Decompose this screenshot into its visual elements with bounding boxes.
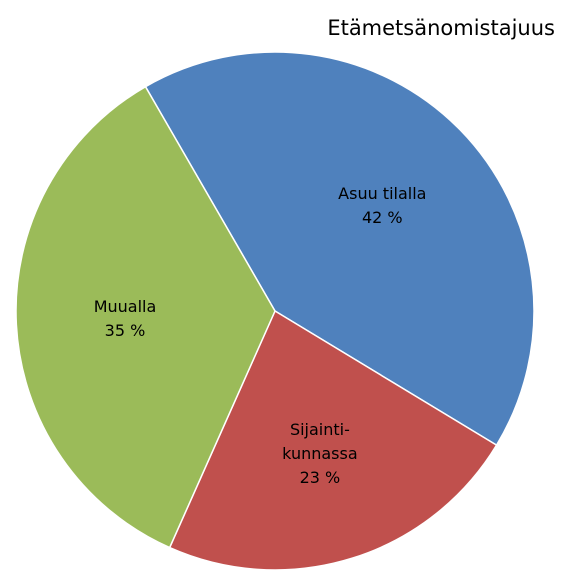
value-label: 42 % <box>361 207 403 227</box>
slice-label: Sijainti- kunnassa 23 % <box>282 418 357 490</box>
category-label: Muualla <box>93 296 157 316</box>
value-label: 35 % <box>104 320 146 340</box>
chart-title: Etämetsänomistajuus <box>327 16 555 40</box>
pie-slice <box>168 309 498 571</box>
slice-label: Muualla 35 % <box>94 295 157 343</box>
category-label: Asuu tilalla <box>338 183 427 203</box>
value-label: 23 % <box>299 468 341 488</box>
slice-label: Asuu tilalla 42 % <box>338 182 426 230</box>
pie-slice <box>144 51 535 447</box>
pie-slice <box>15 85 276 549</box>
category-label: Sijainti- kunnassa <box>282 420 358 464</box>
